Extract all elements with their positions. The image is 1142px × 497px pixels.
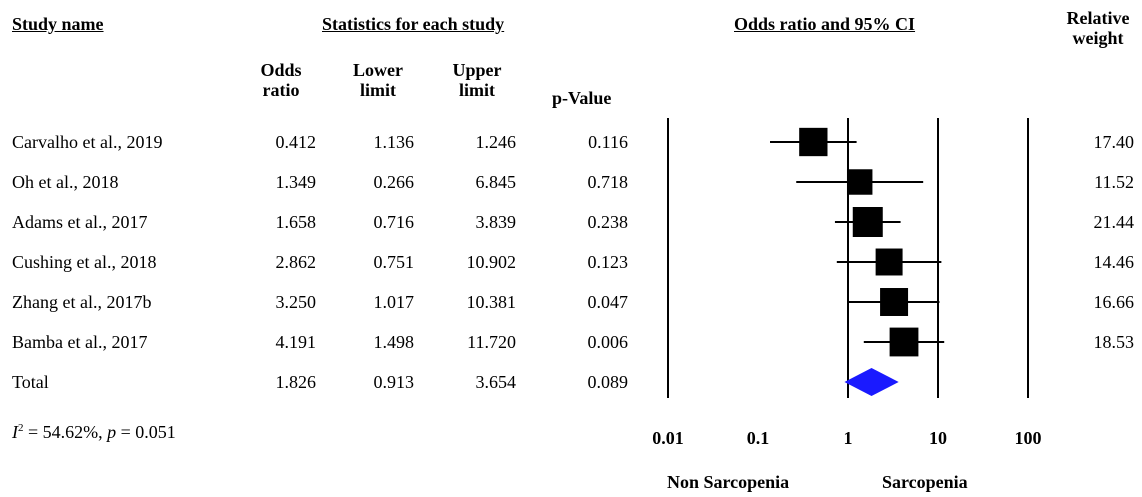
p-value: 0.718: [587, 172, 629, 192]
statistics-header: Statistics for each study: [322, 14, 505, 34]
col-odds-line2: ratio: [262, 80, 300, 100]
study-name: Oh et al., 2018: [12, 172, 119, 192]
odds-ci-header: Odds ratio and 95% CI: [734, 14, 916, 34]
p-value: 0.238: [587, 212, 629, 232]
favours-right-label: Sarcopenia: [882, 472, 968, 492]
favours-left-label: Non Sarcopenia: [667, 472, 790, 492]
tick-label: 1: [843, 428, 853, 448]
lower-limit-value: 1.498: [373, 332, 415, 352]
lower-limit-value: 0.751: [373, 252, 415, 272]
relative-weight-value: 17.40: [1093, 132, 1135, 152]
lower-limit-value: 1.017: [373, 292, 415, 312]
relative-weight-line1: Relative: [1066, 8, 1130, 28]
odds-ratio-value: 3.250: [275, 292, 317, 312]
study-marker: [875, 248, 903, 276]
tick-label: 10: [929, 428, 947, 448]
relative-weight-header: Relative weight: [1060, 8, 1136, 48]
study-name: Adams et al., 2017: [12, 212, 148, 232]
study-name: Cushing et al., 2018: [12, 252, 157, 272]
relative-weight-value: 16.66: [1093, 292, 1135, 312]
tick-label: 0.01: [652, 428, 684, 448]
p-value: 0.006: [587, 332, 629, 352]
heterogeneity-stats: I2 = 54.62%, p = 0.051: [12, 418, 176, 442]
col-upper-limit-header: Upper limit: [442, 60, 512, 100]
total-p-value: 0.089: [587, 372, 629, 392]
study-marker: [799, 127, 828, 157]
p-value: 0.047: [587, 292, 629, 312]
i2-value: = 54.62%,: [23, 422, 108, 442]
odds-ratio-value: 1.658: [275, 212, 317, 232]
odds-ratio-value: 2.862: [275, 252, 317, 272]
upper-limit-value: 3.839: [475, 212, 517, 232]
col-p-value-header: p-Value: [552, 88, 612, 108]
lower-limit-value: 1.136: [373, 132, 415, 152]
study-marker: [846, 169, 873, 195]
lower-limit-value: 0.716: [373, 212, 415, 232]
upper-limit-value: 10.381: [466, 292, 517, 312]
study-marker: [880, 288, 909, 316]
lower-limit-value: 0.266: [373, 172, 415, 192]
i2-symbol: I: [12, 422, 18, 442]
upper-limit-value: 11.720: [467, 332, 516, 352]
relative-weight-value: 14.46: [1093, 252, 1135, 272]
study-name-header: Study name: [12, 14, 104, 34]
col-odds-ratio-header: Odds ratio: [246, 60, 316, 100]
relative-weight-value: 21.44: [1093, 212, 1135, 232]
upper-limit-value: 10.902: [466, 252, 517, 272]
col-upper-line1: Upper: [452, 60, 502, 80]
p-symbol: p: [107, 422, 117, 442]
odds-ratio-value: 4.191: [275, 332, 317, 352]
upper-limit-value: 1.246: [475, 132, 517, 152]
heterogeneity-p-value: = 0.051: [116, 422, 176, 442]
study-marker: [889, 327, 919, 357]
total-lower-limit: 0.913: [373, 372, 415, 392]
p-value: 0.116: [588, 132, 628, 152]
col-lower-line2: limit: [360, 80, 396, 100]
study-marker: [852, 207, 883, 237]
summary-diamond: [844, 368, 899, 396]
p-value: 0.123: [587, 252, 629, 272]
total-odds-ratio: 1.826: [275, 372, 317, 392]
i2-superscript: 2: [18, 422, 24, 434]
study-name: Carvalho et al., 2019: [12, 132, 163, 152]
study-name: Zhang et al., 2017b: [12, 292, 152, 312]
col-lower-limit-header: Lower limit: [343, 60, 413, 100]
relative-weight-line2: weight: [1072, 28, 1124, 48]
odds-ratio-value: 1.349: [275, 172, 317, 192]
col-lower-line1: Lower: [353, 60, 403, 80]
tick-label: 0.1: [746, 428, 770, 448]
relative-weight-value: 18.53: [1093, 332, 1135, 352]
col-upper-line2: limit: [459, 80, 495, 100]
study-name: Bamba et al., 2017: [12, 332, 148, 352]
col-odds-line1: Odds: [260, 60, 302, 80]
total-label: Total: [12, 372, 49, 392]
relative-weight-value: 11.52: [1094, 172, 1134, 192]
total-upper-limit: 3.654: [475, 372, 517, 392]
upper-limit-value: 6.845: [475, 172, 517, 192]
odds-ratio-value: 0.412: [275, 132, 317, 152]
tick-label: 100: [1014, 428, 1042, 448]
